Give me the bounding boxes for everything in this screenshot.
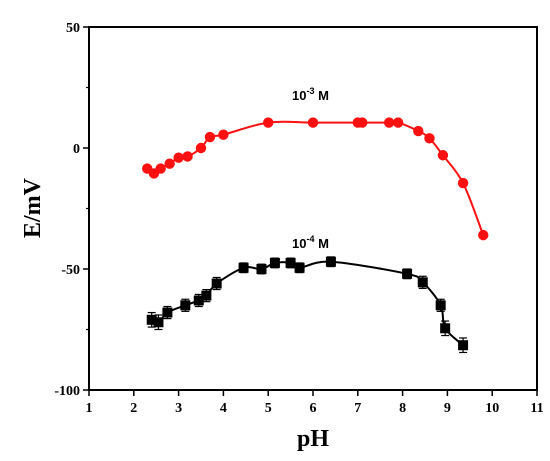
data-point	[204, 131, 216, 143]
y-tick-label: 50	[66, 21, 80, 36]
data-point	[383, 117, 395, 128]
data-point	[357, 117, 368, 128]
data-point	[173, 152, 184, 163]
data-point	[180, 300, 191, 311]
plot-frame	[88, 26, 538, 391]
data-point	[146, 314, 157, 325]
x-tick-label: 5	[265, 401, 272, 416]
x-tick-label: 10	[485, 401, 499, 416]
data-point	[402, 268, 413, 279]
data-point	[155, 163, 166, 174]
x-tick-label: 9	[444, 401, 451, 416]
data-point	[437, 150, 449, 161]
data-point	[392, 117, 404, 128]
series-label-base: 10	[292, 88, 306, 103]
data-point	[164, 158, 175, 169]
x-tick-label: 11	[530, 401, 543, 416]
data-point	[307, 117, 319, 128]
data-point	[458, 340, 469, 351]
data-point	[211, 278, 222, 289]
series-label-base: 10	[292, 236, 306, 251]
x-tick-label: 6	[310, 401, 317, 416]
fit-curves	[146, 120, 485, 346]
series-label-1e-4: 10-4 M	[292, 234, 329, 251]
data-point	[435, 300, 446, 311]
data-point	[195, 142, 207, 154]
data-point	[263, 117, 274, 128]
series-label-unit: M	[314, 88, 328, 103]
x-tick-label: 4	[220, 401, 227, 416]
data-point	[201, 290, 212, 301]
data-point	[457, 177, 469, 189]
data-point	[285, 257, 296, 268]
series-label-1e-3: 10-3 M	[292, 86, 329, 103]
data-point	[162, 307, 173, 318]
data-point	[256, 264, 267, 274]
x-tick-label: 3	[175, 401, 182, 416]
data-markers	[142, 117, 489, 354]
axis-ticks: 1 2 3 4 5 6 7 8 9 10 11 50 0 -50 -100	[54, 21, 543, 416]
data-point	[238, 262, 249, 273]
data-point	[424, 133, 435, 144]
x-tick-label: 8	[399, 401, 406, 416]
data-point	[478, 229, 489, 241]
data-point	[269, 257, 280, 268]
x-tick-label: 2	[130, 401, 137, 416]
y-axis-title: E/mV	[20, 177, 46, 238]
y-tick-label: -100	[54, 384, 80, 399]
data-point	[153, 317, 164, 328]
data-point	[413, 125, 424, 137]
data-point	[325, 256, 336, 267]
data-point	[182, 151, 193, 162]
data-point	[294, 262, 305, 273]
x-axis-title: pH	[297, 426, 329, 452]
data-point	[193, 295, 204, 306]
y-tick-label: -50	[61, 263, 80, 278]
series-label-exp: -4	[306, 234, 314, 244]
series-label-unit: M	[314, 236, 328, 251]
data-point	[218, 129, 229, 140]
series-label-exp: -3	[306, 86, 314, 96]
x-tick-label: 7	[354, 401, 361, 416]
x-tick-label: 1	[86, 401, 93, 416]
data-point	[440, 323, 451, 334]
data-point	[417, 277, 428, 288]
y-tick-label: 0	[73, 142, 80, 157]
